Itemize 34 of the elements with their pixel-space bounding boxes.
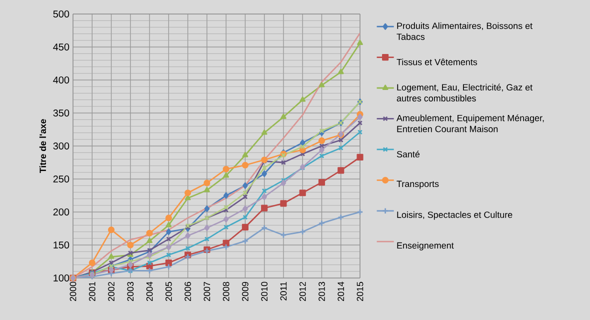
legend-label: Tissus et Vêtements xyxy=(396,58,478,66)
x-tick-label: 2001 xyxy=(88,282,96,302)
y-tick-label: 450 xyxy=(53,43,70,51)
legend-label: Transports xyxy=(396,180,439,189)
x-tick-label: 2015 xyxy=(356,282,364,302)
y-tick-label: 150 xyxy=(54,241,70,249)
y-tick-label: 200 xyxy=(53,208,70,216)
x-tick-label: 2008 xyxy=(222,282,230,302)
x-tick-label: 2009 xyxy=(242,282,248,302)
y-tick-label: 500 xyxy=(53,10,70,18)
x-tick-label: 2011 xyxy=(280,282,287,300)
y-axis-title: Titre de l'axe xyxy=(39,119,46,174)
y-tick-label: 100 xyxy=(54,274,70,282)
x-tick-label: 2003 xyxy=(127,282,134,302)
legend-label: Produits Alimentaires, Boissons et Tabacs xyxy=(396,22,532,40)
y-tick-label: 400 xyxy=(53,76,70,84)
x-tick-label: 2014 xyxy=(338,282,344,302)
y-tick-label: 250 xyxy=(53,175,70,183)
x-tick-label: 2013 xyxy=(318,282,325,302)
legend-label: Enseignement xyxy=(397,242,454,250)
legend-label: Ameublement, Equipement Ménager, Entretien Courant Maison xyxy=(396,114,544,132)
x-tick-label: 2000 xyxy=(70,282,76,302)
x-tick-label: 2005 xyxy=(165,282,172,302)
legend-label: Loisirs, Spectacles et Culture xyxy=(397,211,512,220)
x-tick-label: 2004 xyxy=(146,282,153,302)
x-tick-label: 2007 xyxy=(204,282,210,302)
x-tick-label: 2006 xyxy=(184,282,191,302)
y-tick-label: 300 xyxy=(53,142,70,150)
legend-label: Logement, Eau, Electricité, Gaz et autres combustibles xyxy=(396,84,532,102)
y-tick-label: 350 xyxy=(53,109,70,117)
x-tick-label: 2012 xyxy=(299,282,306,302)
x-tick-label: 2002 xyxy=(108,282,114,302)
x-tick-label: 2010 xyxy=(261,282,268,302)
legend-label: Santé xyxy=(396,150,420,158)
